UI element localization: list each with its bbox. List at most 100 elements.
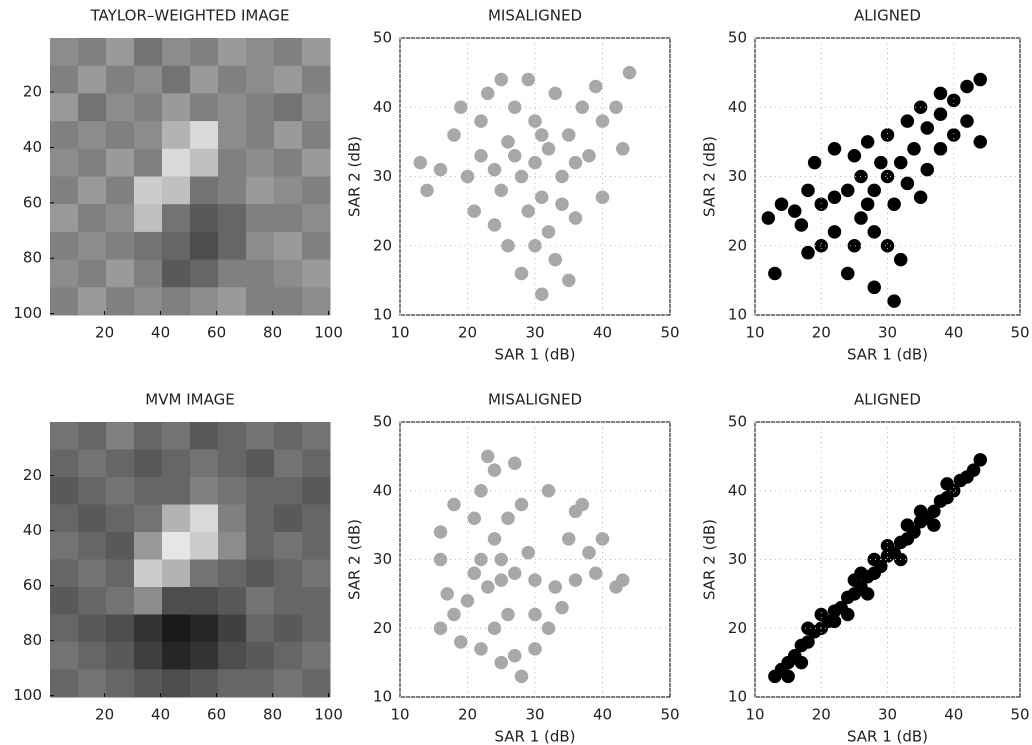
image-cell bbox=[50, 204, 79, 233]
chart-title: ALIGNED bbox=[854, 7, 921, 25]
image-cell bbox=[302, 204, 331, 233]
scatter-point bbox=[467, 566, 481, 580]
image-cell bbox=[274, 176, 303, 205]
image-cell bbox=[190, 504, 219, 533]
image-cell bbox=[274, 65, 303, 94]
scatter-point bbox=[420, 183, 434, 198]
scatter-point bbox=[933, 107, 948, 121]
image-cell bbox=[134, 148, 163, 177]
image-cell bbox=[302, 93, 331, 122]
image-cell bbox=[274, 204, 303, 233]
image-cell bbox=[134, 477, 163, 505]
image-cell bbox=[246, 559, 275, 588]
image-cell bbox=[302, 259, 331, 288]
image-cell bbox=[78, 669, 107, 698]
scatter-point bbox=[454, 635, 468, 649]
scatter-point bbox=[433, 525, 448, 539]
scatter-point bbox=[794, 218, 809, 232]
image-cell bbox=[78, 93, 107, 122]
image-cell bbox=[106, 587, 135, 615]
scatter-point bbox=[973, 453, 987, 467]
x-tick-label: 40 bbox=[151, 324, 170, 342]
image-cell bbox=[162, 669, 191, 698]
image-cell bbox=[218, 93, 247, 122]
x-tick-label: 10 bbox=[745, 706, 764, 724]
image-cell bbox=[78, 231, 107, 261]
scatter-point bbox=[521, 72, 535, 87]
image-cell bbox=[106, 614, 135, 643]
image-cell bbox=[106, 287, 135, 316]
image-cell bbox=[246, 65, 275, 94]
image-cell bbox=[246, 148, 275, 177]
scatter-point bbox=[481, 580, 495, 594]
image-cell bbox=[78, 38, 107, 67]
image-cell bbox=[302, 477, 331, 505]
image-cell bbox=[274, 93, 303, 122]
image-cell bbox=[302, 559, 331, 588]
image-cell bbox=[190, 259, 219, 288]
image-cell bbox=[302, 65, 331, 94]
y-tick-label: 30 bbox=[373, 167, 392, 185]
image-cell bbox=[78, 614, 107, 643]
scatter-point bbox=[494, 655, 508, 670]
image-cell bbox=[218, 587, 247, 615]
image-cell bbox=[162, 148, 191, 177]
scatter-point bbox=[880, 539, 895, 553]
image-cell bbox=[134, 287, 163, 316]
scatter-point bbox=[501, 607, 515, 622]
scatter-point bbox=[555, 197, 569, 211]
image-cell bbox=[190, 669, 219, 698]
scatter-point bbox=[548, 580, 562, 594]
image-cell bbox=[302, 614, 331, 643]
y-axis-label: SAR 2 (dB) bbox=[346, 519, 364, 600]
scatter-point bbox=[501, 511, 515, 525]
image-cell bbox=[190, 477, 219, 505]
scatter-point bbox=[487, 162, 502, 177]
x-tick-label: 60 bbox=[207, 706, 226, 724]
image-cell bbox=[190, 642, 219, 670]
image-cell bbox=[106, 65, 135, 94]
y-axis-label: SAR 2 (dB) bbox=[701, 519, 719, 600]
scatter-point bbox=[887, 197, 901, 211]
image-cell bbox=[134, 176, 163, 205]
scatter-point bbox=[487, 532, 502, 546]
scatter-point bbox=[927, 504, 941, 519]
scatter-point bbox=[867, 280, 881, 295]
scatter-point bbox=[521, 204, 535, 218]
image-cell bbox=[50, 614, 79, 643]
x-axis-label: SAR 1 (dB) bbox=[494, 346, 575, 364]
x-tick-label: 50 bbox=[1010, 324, 1029, 342]
chart-title: MISALIGNED bbox=[488, 391, 582, 409]
image-cell bbox=[50, 148, 79, 177]
image-cell bbox=[78, 532, 107, 560]
x-tick-label: 100 bbox=[314, 324, 343, 342]
image-cell bbox=[106, 532, 135, 560]
image-cell bbox=[218, 121, 247, 150]
x-tick-label: 80 bbox=[263, 324, 282, 342]
image-cell bbox=[50, 532, 79, 560]
scatter-point bbox=[508, 456, 522, 470]
scatter-point bbox=[854, 211, 868, 225]
image-cell bbox=[78, 204, 107, 233]
scatter-point bbox=[433, 162, 448, 177]
image-cell bbox=[302, 532, 331, 560]
image-cell bbox=[50, 422, 79, 450]
scatter-point bbox=[913, 190, 928, 205]
image-cell bbox=[78, 121, 107, 150]
x-tick-label: 20 bbox=[95, 706, 114, 724]
x-tick-label: 20 bbox=[458, 706, 477, 724]
scatter-point bbox=[841, 607, 855, 622]
image-cell bbox=[218, 642, 247, 670]
image-cell bbox=[78, 287, 107, 316]
image-cell bbox=[218, 38, 247, 67]
y-tick-label: 40 bbox=[728, 481, 747, 499]
image-cell bbox=[274, 148, 303, 177]
image-cell bbox=[134, 587, 163, 615]
y-tick-label: 60 bbox=[23, 576, 42, 594]
image-cell bbox=[106, 231, 135, 261]
image-cell bbox=[162, 259, 191, 288]
image-cell bbox=[274, 559, 303, 588]
x-tick-label: 60 bbox=[207, 324, 226, 342]
image-cell bbox=[106, 38, 135, 67]
scatter-point bbox=[447, 607, 461, 622]
